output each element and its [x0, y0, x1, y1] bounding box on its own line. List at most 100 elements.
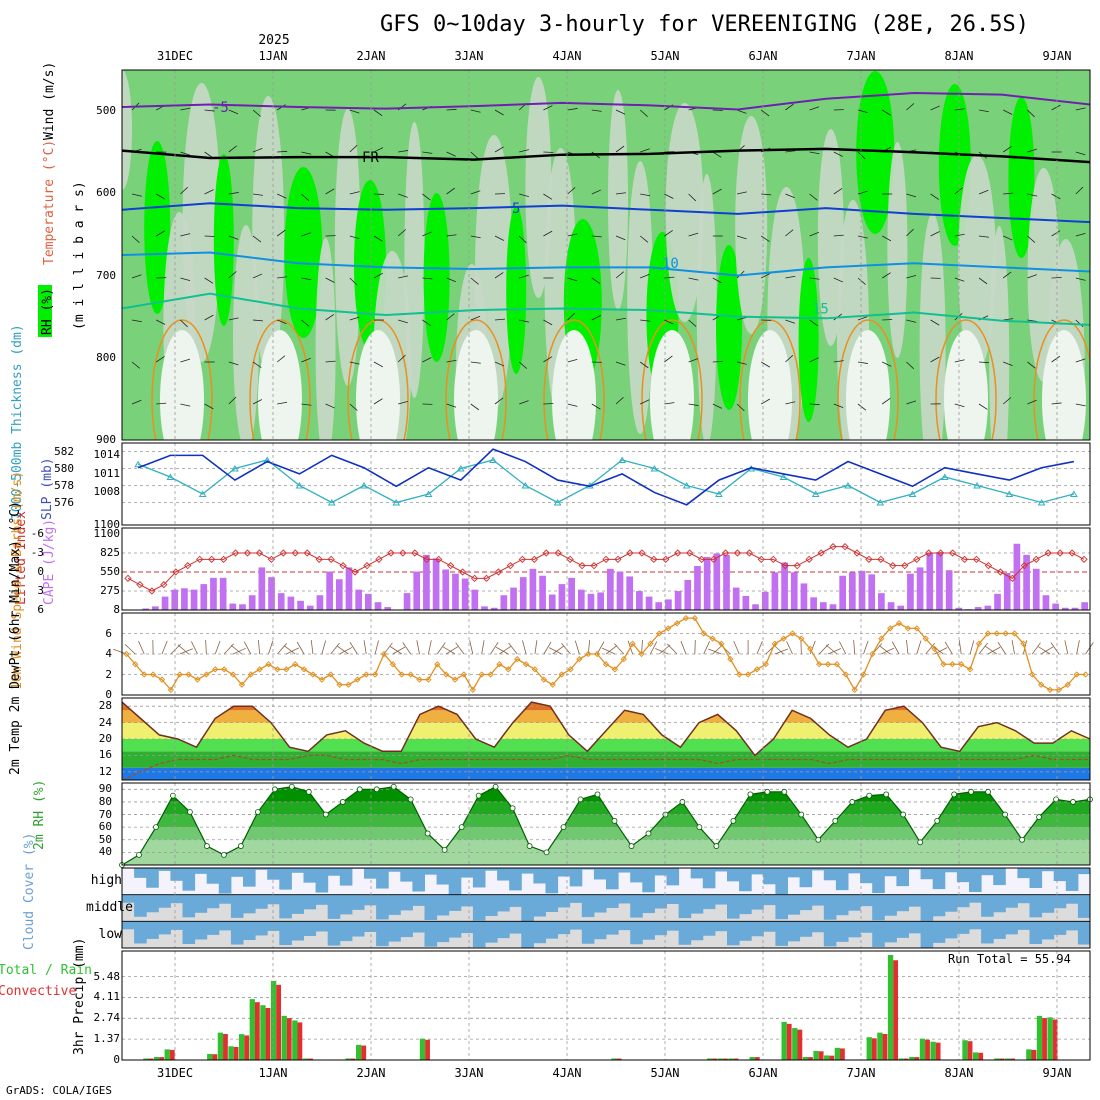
precip-total-bar [153, 1056, 160, 1060]
thickness-point [521, 482, 530, 489]
cloud-cover-bar [654, 894, 667, 909]
rh-point [645, 830, 652, 837]
precip-total-bar [345, 1058, 351, 1060]
cloud-cover-bar [884, 894, 897, 916]
wind-speed-point [132, 661, 139, 668]
wind-speed-point [984, 630, 992, 637]
wind-barb [906, 275, 917, 279]
wind-barb-10m [283, 645, 296, 655]
wind-speed-point [283, 666, 290, 673]
wind-barb [470, 235, 481, 239]
wind-barb [785, 150, 796, 153]
cloud-cover-bar [690, 894, 704, 914]
wind-barb [615, 397, 624, 405]
cape-bar [577, 589, 585, 610]
li-tick: 0 [37, 565, 44, 578]
wind-speed-point [1055, 686, 1063, 694]
wind-barb [615, 271, 625, 279]
li-point [387, 549, 395, 557]
cloud-cover-bar [654, 868, 667, 876]
li-point [255, 549, 264, 557]
wind-speed-point [309, 671, 317, 678]
li-point [578, 562, 586, 570]
cape-bar [616, 571, 624, 610]
rh-point [1070, 799, 1076, 805]
contour-label: -5 [212, 100, 229, 116]
wind-barb-10m [179, 648, 193, 655]
wind-barb [325, 188, 335, 195]
wind-barb [349, 361, 360, 365]
cloud-cover-bar [751, 868, 764, 875]
wind-speed-point [851, 686, 858, 694]
cloud-cover-bar [158, 868, 171, 871]
contour-label: 15 [812, 301, 829, 317]
rh-label: RH (%) [40, 288, 55, 335]
wind-barb [639, 361, 649, 369]
li-point [841, 543, 849, 551]
wind-barb [809, 357, 819, 363]
wind-barb [155, 356, 165, 363]
wind-barb [1027, 361, 1036, 369]
cloud-cover-bar [969, 868, 982, 892]
temp-tick: 24 [98, 715, 112, 729]
wind-barb [712, 277, 722, 284]
cloud-cover-bar [763, 868, 776, 885]
wind-speed-point [887, 625, 894, 632]
wind-speed-point [869, 650, 876, 658]
day-label-bottom: 6JAN [748, 1066, 778, 1080]
cape-tick: 550 [100, 565, 120, 579]
cloud-cover-bar [497, 921, 510, 939]
cloud-cover-bar [146, 894, 159, 913]
rh-patch [182, 83, 221, 362]
rh-point [985, 788, 992, 795]
wind-barb [591, 109, 602, 112]
wind-barb [857, 151, 866, 160]
wind-speed-point [229, 671, 237, 678]
cloud-cover-bar [557, 894, 571, 908]
wind-speed-point [327, 671, 334, 678]
li-point [506, 562, 515, 570]
rain-label: Total / Rain [0, 963, 92, 978]
cape-bar [461, 578, 469, 610]
rh-point [917, 839, 924, 846]
wind-barb [494, 109, 504, 116]
cloud-cover-bar [642, 868, 655, 893]
wind-barb [591, 403, 601, 410]
precip-convective-bar [361, 1045, 367, 1060]
pressure-tick: 900 [96, 433, 116, 446]
cape-bar [142, 608, 150, 610]
wind-barb-10m [310, 640, 314, 655]
thickness-point [940, 473, 949, 480]
cloud-cover-bar [424, 894, 438, 920]
panel-background [122, 528, 1090, 610]
wind-tick: 2 [105, 667, 112, 681]
cape-bar [287, 596, 295, 610]
li-point [207, 555, 216, 563]
wind-barb-10m [286, 647, 300, 655]
cloud-cover-bar [412, 868, 425, 892]
wind-speed-point [727, 655, 734, 663]
precip-total-bar [994, 1058, 1000, 1060]
wind-barb [228, 192, 239, 195]
thickness-point [844, 482, 852, 489]
cape-bar [152, 606, 159, 610]
rh-patch [315, 238, 336, 440]
li-point [614, 555, 622, 563]
wind-barb-10m [392, 646, 406, 655]
cape-bar [781, 562, 788, 610]
wind-speed-point [380, 650, 388, 658]
wind-barb [1027, 274, 1037, 279]
cloud-cover-bar [545, 921, 559, 939]
rh-point [747, 791, 754, 798]
precip-convective-bar [1010, 1058, 1016, 1060]
precip-convective-bar [829, 1055, 835, 1060]
cloud-cover-bar [678, 921, 692, 945]
rh-point [1053, 796, 1059, 803]
lower-panels [113, 443, 1094, 1060]
wind-barb-10m [827, 648, 842, 655]
wind-barb-10m [543, 641, 552, 655]
wind-barb-10m [1040, 646, 1054, 655]
panel-frame [121, 442, 1091, 526]
wind-speed-point [1046, 686, 1054, 694]
rh-point [204, 843, 210, 849]
